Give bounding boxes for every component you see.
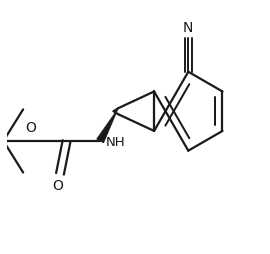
Text: O: O (26, 121, 36, 135)
Text: O: O (53, 179, 63, 193)
Text: N: N (183, 21, 194, 35)
Text: NH: NH (106, 136, 126, 149)
Polygon shape (97, 108, 118, 143)
